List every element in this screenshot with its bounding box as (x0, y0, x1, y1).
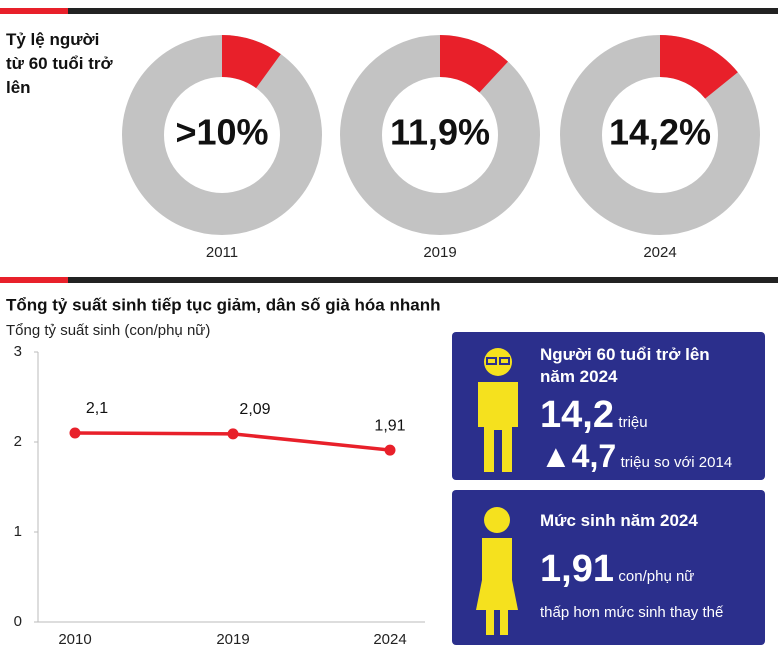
info-box: Người 60 tuổi trở lên năm 2024 14,2 triệ… (452, 332, 765, 480)
y-tick-label: 0 (14, 613, 22, 630)
year-label: 2019 (423, 244, 456, 261)
x-tick-label: 2010 (58, 631, 91, 648)
year-label: 2011 (206, 244, 238, 261)
x-tick-label: 2024 (373, 631, 406, 648)
mid-rule (0, 277, 778, 283)
change-text: triệu so với 2014 (620, 454, 733, 471)
top-rule-accent (0, 8, 68, 14)
y-tick-label: 1 (14, 523, 22, 540)
x-tick-label: 2019 (216, 631, 249, 648)
donut-label: 11,9% (390, 112, 490, 153)
donut-slice (222, 35, 281, 89)
y-axis-label: Tổng tỷ suất sinh (con/phụ nữ) (6, 322, 210, 339)
box-title: Mức sinh năm 2024 (540, 511, 698, 530)
donut-label: >10% (175, 112, 268, 153)
unit: con/phụ nữ (618, 568, 695, 585)
big-number: 14,2 (540, 394, 614, 436)
point (69, 427, 81, 439)
value-label: 1,91 (374, 417, 405, 434)
top-rule (0, 8, 778, 14)
unit: triệu (618, 414, 648, 431)
donut-slice (440, 35, 508, 93)
info-box: Mức sinh năm 2024 1,91 con/phụ nữ thấp h… (452, 490, 765, 645)
up-arrow: ▲ (540, 438, 572, 474)
change: 4,7 (571, 438, 617, 474)
value-label: 2,09 (239, 401, 270, 418)
donut-slice (660, 35, 738, 99)
box-note: thấp hơn mức sinh thay thế (540, 604, 724, 621)
y-tick-label: 2 (14, 433, 22, 450)
box-title: Người 60 tuổi trở lên năm 2024 (540, 345, 710, 386)
woman-icon (476, 507, 518, 635)
donut-label: 14,2% (609, 112, 711, 153)
elder-icon (478, 348, 518, 472)
mid-rule-accent (0, 277, 68, 283)
y-tick-label: 3 (14, 343, 22, 360)
chart-title: Tổng tỷ suất sinh tiếp tục giảm, dân số … (6, 295, 440, 314)
donut-heading: Tỷ lệ người từ 60 tuổi trở lên (6, 30, 113, 97)
year-label: 2024 (643, 244, 676, 261)
value-label: 2,1 (86, 400, 108, 417)
point (227, 428, 239, 440)
big-number: 1,91 (540, 548, 614, 590)
point (384, 444, 396, 456)
